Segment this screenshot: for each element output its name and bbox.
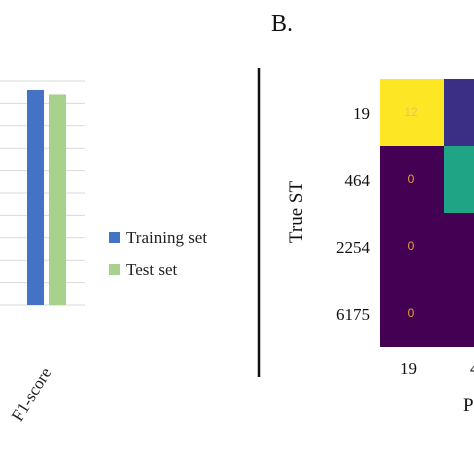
cm-cell: [380, 79, 444, 146]
legend-swatch: [109, 232, 120, 243]
cm-row-label: 2254: [336, 238, 371, 257]
cm-row-label: 19: [353, 104, 370, 123]
bar-training-set: [27, 89, 44, 306]
cm-cell: [380, 280, 444, 347]
confusion-matrix-cells: 12 0 0 0: [380, 79, 474, 347]
legend-label: Training set: [126, 228, 207, 247]
cm-y-axis-label: True ST: [286, 181, 307, 244]
panel-label-b: B.: [271, 11, 293, 37]
cm-cell: [444, 280, 474, 347]
cm-cell-value: 0: [408, 172, 415, 186]
cm-col-label: 19: [400, 359, 417, 378]
bar-chart-bars: [27, 89, 66, 306]
cm-cell: [444, 146, 474, 213]
cm-cell: [380, 146, 444, 213]
cm-x-axis-label: P: [463, 395, 474, 416]
cm-cell: [380, 213, 444, 280]
cm-cell-value: 0: [408, 306, 415, 320]
cm-cell-value: 0: [408, 239, 415, 253]
legend-swatch: [109, 264, 120, 275]
cm-cell: [444, 213, 474, 280]
bar-chart-panel: F1-score Training set Test set: [0, 80, 207, 425]
cm-row-label: 464: [345, 171, 371, 190]
cm-col-label: 46: [470, 359, 474, 378]
bar-x-tick-label: F1-score: [8, 364, 56, 425]
bar-chart-legend: Training set Test set: [109, 228, 207, 279]
cm-cell-value: 12: [404, 105, 418, 119]
confusion-matrix-row-labels: 19 464 2254 6175: [336, 104, 371, 324]
cm-cell: [444, 79, 474, 146]
legend-label: Test set: [126, 260, 177, 279]
cm-row-label: 6175: [336, 305, 370, 324]
bar-test-set: [49, 94, 66, 305]
